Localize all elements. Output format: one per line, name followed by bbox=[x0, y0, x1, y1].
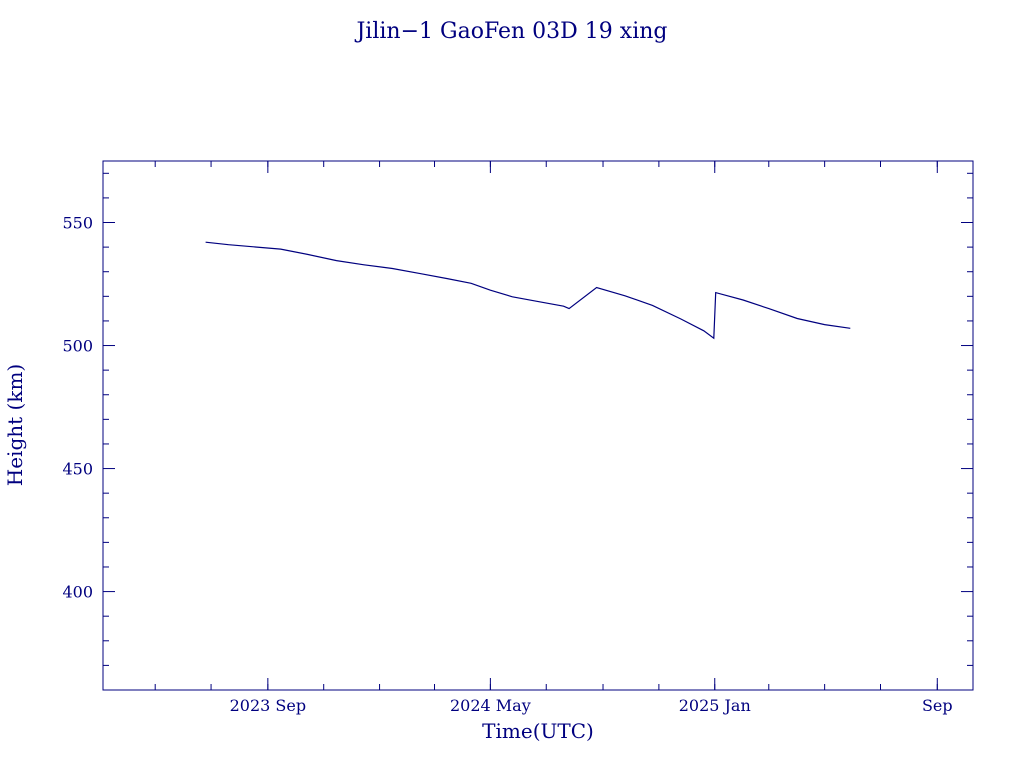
x-tick-label: 2024 May bbox=[450, 696, 531, 715]
y-tick-label: 500 bbox=[62, 337, 93, 356]
chart-title: Jilin−1 GaoFen 03D 19 xing bbox=[354, 19, 667, 44]
y-axis-label: Height (km) bbox=[3, 364, 27, 486]
x-tick-label: 2025 Jan bbox=[679, 696, 751, 715]
series-line bbox=[205, 241, 851, 340]
y-tick-label: 400 bbox=[62, 583, 93, 602]
plot-frame bbox=[102, 160, 974, 691]
x-tick-label: Sep bbox=[922, 696, 953, 715]
x-tick-label: 2023 Sep bbox=[230, 696, 306, 715]
y-tick-label: 450 bbox=[62, 460, 93, 479]
x-axis-ticks: 2023 Sep 2024 May 2025 Jan Sep bbox=[154, 161, 953, 715]
x-axis-label: Time(UTC) bbox=[482, 719, 594, 743]
y-axis-ticks: 400 450 500 550 bbox=[62, 172, 973, 691]
data-series bbox=[205, 241, 851, 340]
y-tick-label: 550 bbox=[62, 214, 93, 233]
